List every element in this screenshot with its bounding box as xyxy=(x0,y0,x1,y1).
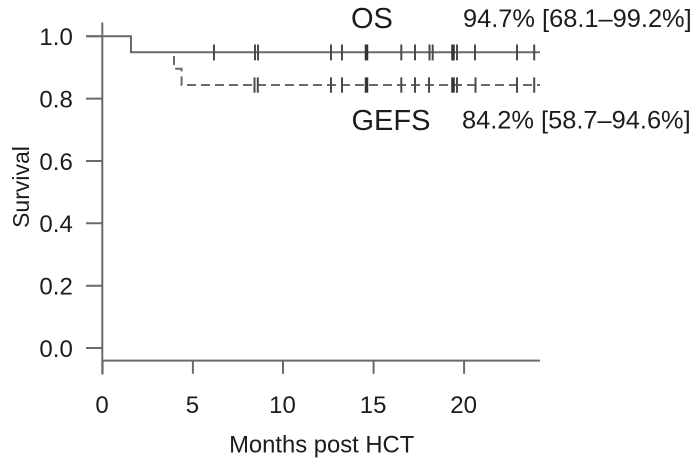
svg-text:5: 5 xyxy=(186,392,199,419)
svg-text:20: 20 xyxy=(450,392,477,419)
svg-text:0.0: 0.0 xyxy=(39,336,72,363)
svg-text:0.2: 0.2 xyxy=(39,274,72,301)
svg-text:0.6: 0.6 xyxy=(39,149,72,176)
svg-text:OS: OS xyxy=(351,3,393,35)
svg-text:GEFS: GEFS xyxy=(352,105,431,137)
svg-text:Survival: Survival xyxy=(8,146,34,228)
svg-text:0.8: 0.8 xyxy=(39,87,72,114)
svg-text:15: 15 xyxy=(360,392,387,419)
svg-text:Months post HCT: Months post HCT xyxy=(229,432,414,459)
svg-text:94.7% [68.1–99.2%]: 94.7% [68.1–99.2%] xyxy=(463,5,692,33)
svg-text:0: 0 xyxy=(95,392,108,419)
svg-text:0.4: 0.4 xyxy=(39,211,72,238)
svg-text:1.0: 1.0 xyxy=(39,24,72,51)
svg-text:84.2% [58.7–94.6%]: 84.2% [58.7–94.6%] xyxy=(462,107,691,135)
svg-text:10: 10 xyxy=(269,392,296,419)
